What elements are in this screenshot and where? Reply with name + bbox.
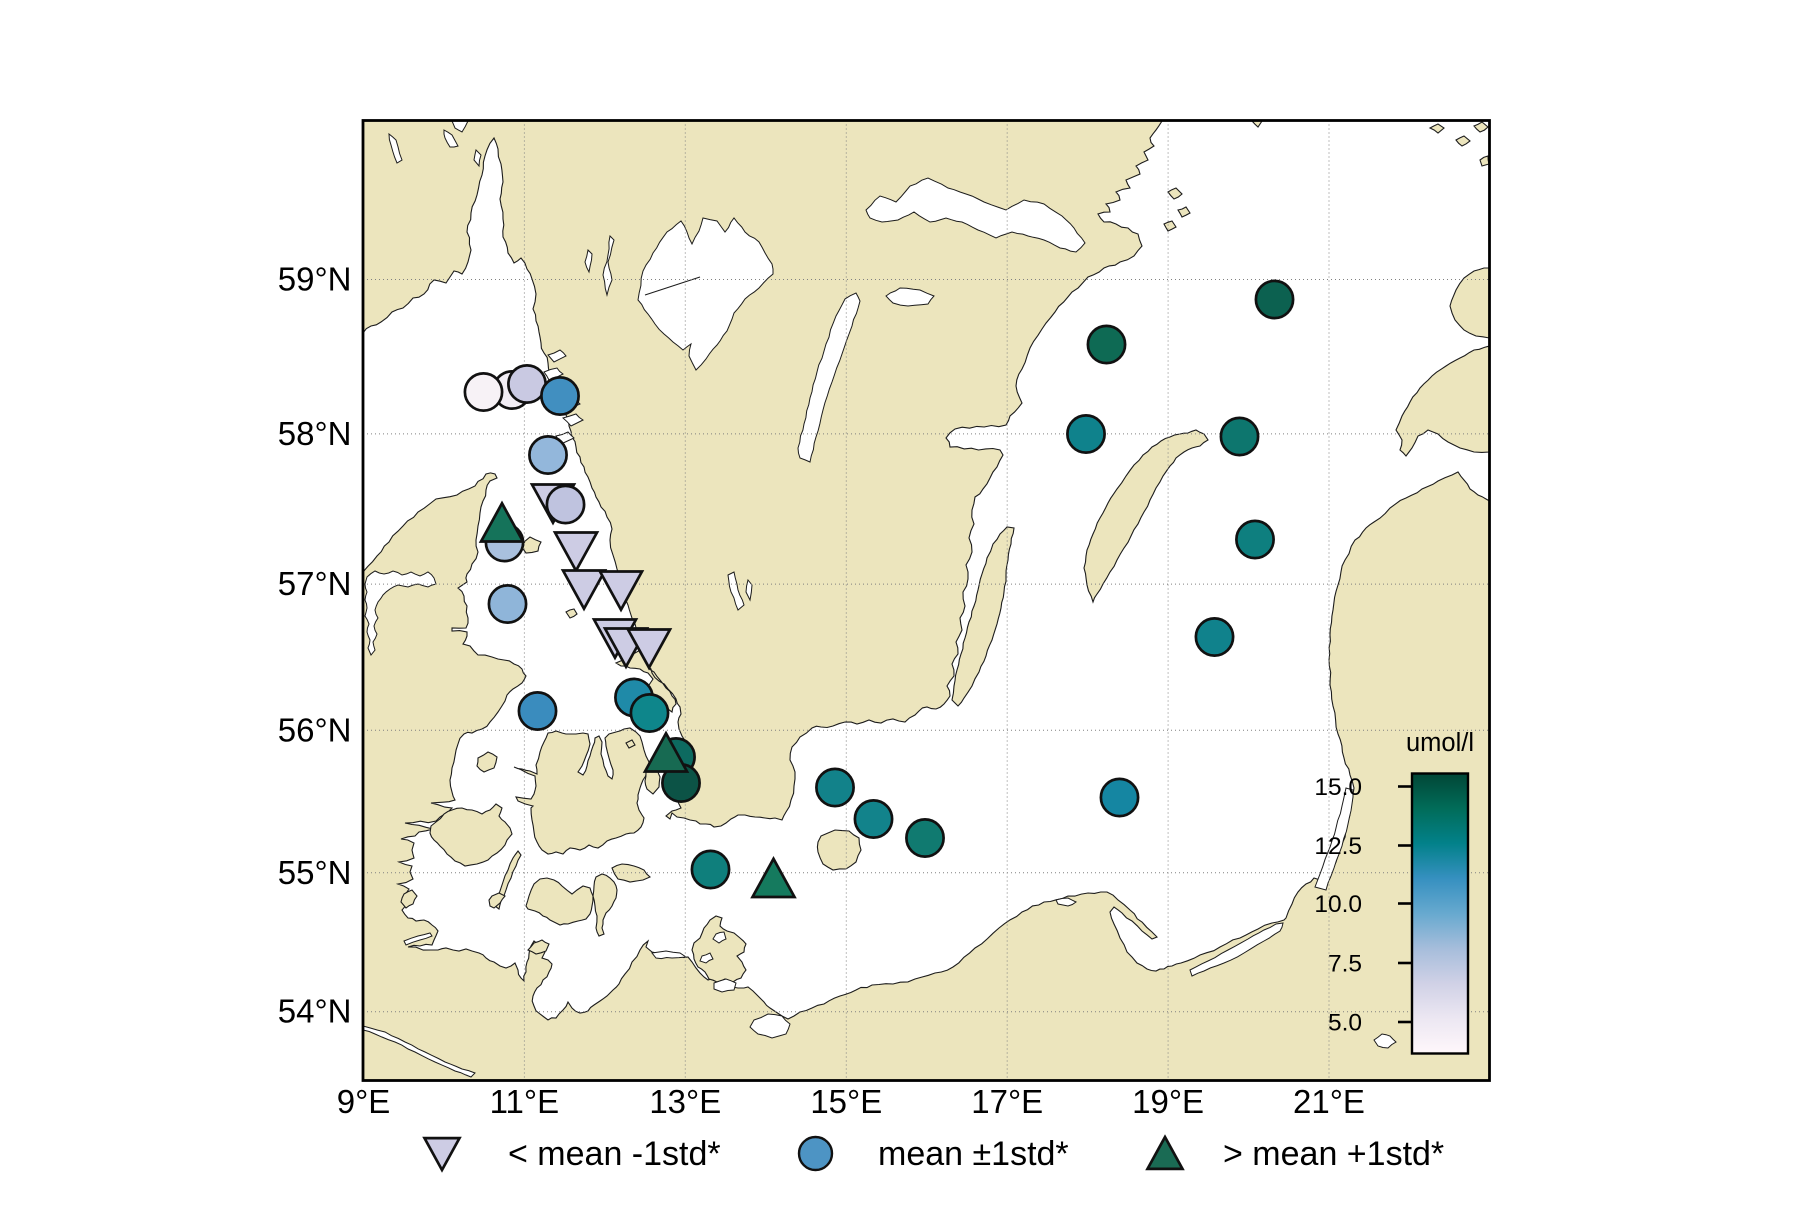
svg-text:12.5: 12.5 xyxy=(1314,833,1362,860)
svg-text:15°E: 15°E xyxy=(810,1083,882,1120)
svg-text:9°E: 9°E xyxy=(337,1083,391,1120)
svg-text:10.0: 10.0 xyxy=(1314,891,1362,918)
svg-text:13°E: 13°E xyxy=(649,1083,721,1120)
svg-text:17°E: 17°E xyxy=(971,1083,1043,1120)
svg-text:< mean -1std*: < mean -1std* xyxy=(508,1135,721,1173)
svg-text:19°E: 19°E xyxy=(1132,1083,1204,1120)
svg-text:11°E: 11°E xyxy=(490,1083,559,1120)
svg-text:5.0: 5.0 xyxy=(1328,1010,1362,1037)
svg-text:mean ±1std*: mean ±1std* xyxy=(878,1135,1069,1173)
svg-text:15.0: 15.0 xyxy=(1314,774,1362,801)
svg-text:21°E: 21°E xyxy=(1293,1083,1365,1120)
svg-text:57°N: 57°N xyxy=(278,565,352,602)
svg-text:55°N: 55°N xyxy=(278,854,352,891)
svg-text:54°N: 54°N xyxy=(278,993,352,1030)
svg-text:56°N: 56°N xyxy=(278,711,352,748)
svg-text:58°N: 58°N xyxy=(278,415,352,452)
svg-text:7.5: 7.5 xyxy=(1328,951,1362,978)
svg-text:59°N: 59°N xyxy=(278,261,352,298)
svg-text:umol/l: umol/l xyxy=(1406,729,1474,757)
svg-text:> mean +1std*: > mean +1std* xyxy=(1223,1135,1444,1173)
